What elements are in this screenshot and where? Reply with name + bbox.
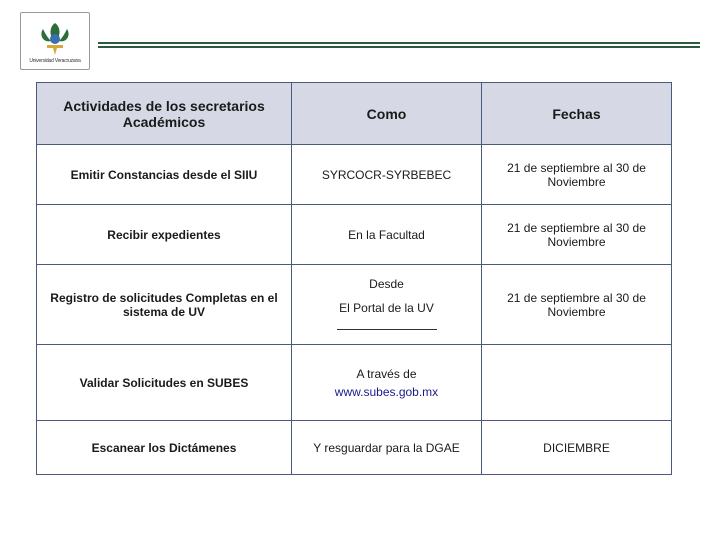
th-how: Como	[292, 83, 482, 145]
table-row: Validar Solicitudes en SUBES A través de…	[37, 345, 672, 421]
fleur-icon	[35, 19, 75, 57]
page-header: Universidad Veracruzana	[0, 0, 720, 74]
cell-activity: Registro de solicitudes Completas en el …	[37, 265, 292, 345]
how-line1: Desde	[300, 275, 473, 293]
header-rule	[98, 42, 700, 48]
table-row: Registro de solicitudes Completas en el …	[37, 265, 672, 345]
cell-when: 21 de septiembre al 30 de Noviembre	[482, 265, 672, 345]
cell-how: Desde El Portal de la UV	[292, 265, 482, 345]
cell-when: DICIEMBRE	[482, 421, 672, 475]
uv-logo: Universidad Veracruzana	[20, 12, 90, 70]
table-row: Emitir Constancias desde el SIIU SYRCOCR…	[37, 145, 672, 205]
blank-underline	[337, 329, 437, 330]
cell-when: 21 de septiembre al 30 de Noviembre	[482, 205, 672, 265]
cell-when	[482, 345, 672, 421]
table-header-row: Actividades de los secretarios Académico…	[37, 83, 672, 145]
how-line1: A través de	[300, 365, 473, 383]
cell-when: 21 de septiembre al 30 de Noviembre	[482, 145, 672, 205]
how-line2: El Portal de la UV	[300, 299, 473, 317]
how-link[interactable]: www.subes.gob.mx	[300, 383, 473, 401]
cell-how: En la Facultad	[292, 205, 482, 265]
table-row: Recibir expedientes En la Facultad 21 de…	[37, 205, 672, 265]
cell-how: A través de www.subes.gob.mx	[292, 345, 482, 421]
activities-table: Actividades de los secretarios Académico…	[36, 82, 672, 475]
th-dates: Fechas	[482, 83, 672, 145]
table-row: Escanear los Dictámenes Y resguardar par…	[37, 421, 672, 475]
cell-activity: Emitir Constancias desde el SIIU	[37, 145, 292, 205]
cell-activity: Escanear los Dictámenes	[37, 421, 292, 475]
cell-activity: Recibir expedientes	[37, 205, 292, 265]
th-activities: Actividades de los secretarios Académico…	[37, 83, 292, 145]
cell-how: SYRCOCR-SYRBEBEC	[292, 145, 482, 205]
cell-how: Y resguardar para la DGAE	[292, 421, 482, 475]
logo-caption: Universidad Veracruzana	[29, 58, 80, 64]
cell-activity: Validar Solicitudes en SUBES	[37, 345, 292, 421]
